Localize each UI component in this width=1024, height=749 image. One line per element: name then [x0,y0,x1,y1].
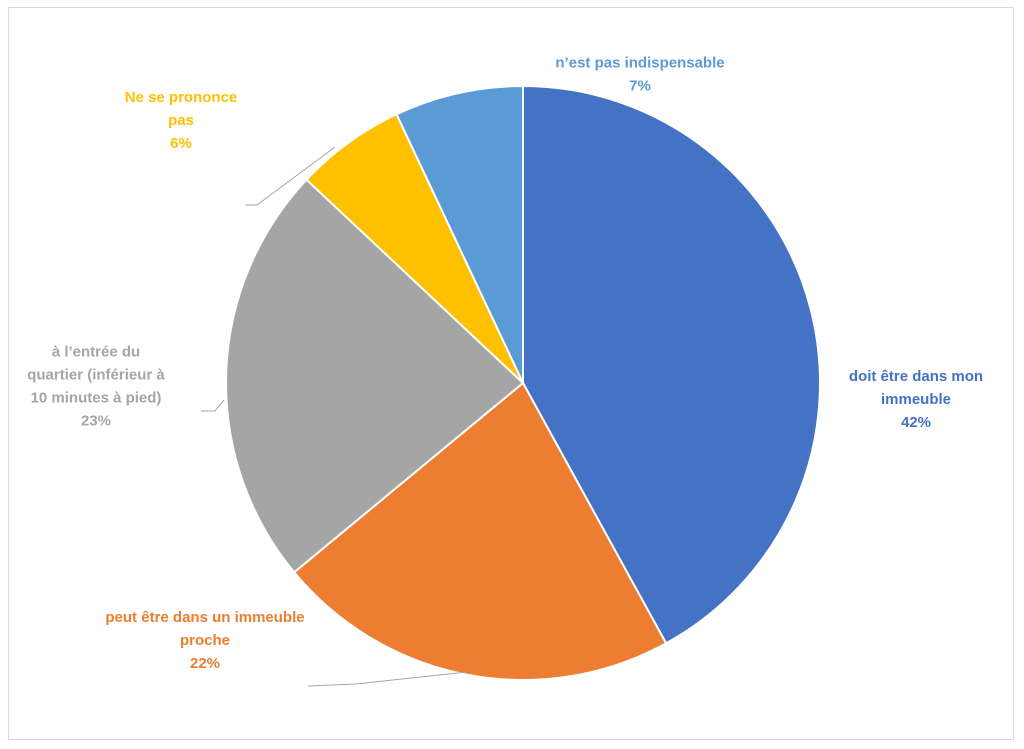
data-label-percent: 6% [170,135,192,152]
data-label-entree-du-quartier: à l’entrée du quartier (inférieur à 10 min… [27,344,165,430]
pie-slice-entree-du-quartier [225,178,524,574]
data-label-immeuble-proche: peut être dans un immeuble proche 22% [105,609,304,672]
data-label-text: peut être dans un immeuble [105,609,304,626]
data-label-percent: 23% [81,413,111,430]
data-label-ne-se-prononce-pas: Ne se prononce pas 6% [125,89,238,152]
data-label-text: doit être dans mon [849,368,983,385]
leader-line-ne-se-prononce-pas [245,146,336,206]
data-label-percent: 42% [901,414,931,431]
data-label-percent: 7% [629,78,651,95]
data-label-text: à l’entrée du [52,344,140,361]
leader-line-entree-du-quartier [201,399,225,412]
data-label-text: Ne se prononce [125,89,238,106]
leader-lines [201,146,468,687]
data-label-percent: 22% [190,655,220,672]
pie-slices [225,85,821,681]
data-label-dans-mon-immeuble: doit être dans mon immeuble 42% [849,368,983,431]
pie-slice-immeuble-proche [293,382,668,681]
data-label-text: quartier (inférieur à [27,367,165,384]
data-label-text: 10 minutes à pied) [31,390,162,407]
data-label-text: proche [180,632,230,649]
pie-slice-dans-mon-immeuble [522,85,821,645]
pie-slice-pas-indispensable [395,85,524,384]
data-label-text: pas [168,112,194,129]
data-label-text: n’est pas indispensable [555,55,724,72]
data-label-pas-indispensable: n’est pas indispensable 7% [555,55,724,95]
slice-labels: doit être dans mon immeuble 42% peut être d… [27,55,983,673]
data-label-text: immeuble [881,391,951,408]
leader-line-immeuble-proche [307,671,468,687]
